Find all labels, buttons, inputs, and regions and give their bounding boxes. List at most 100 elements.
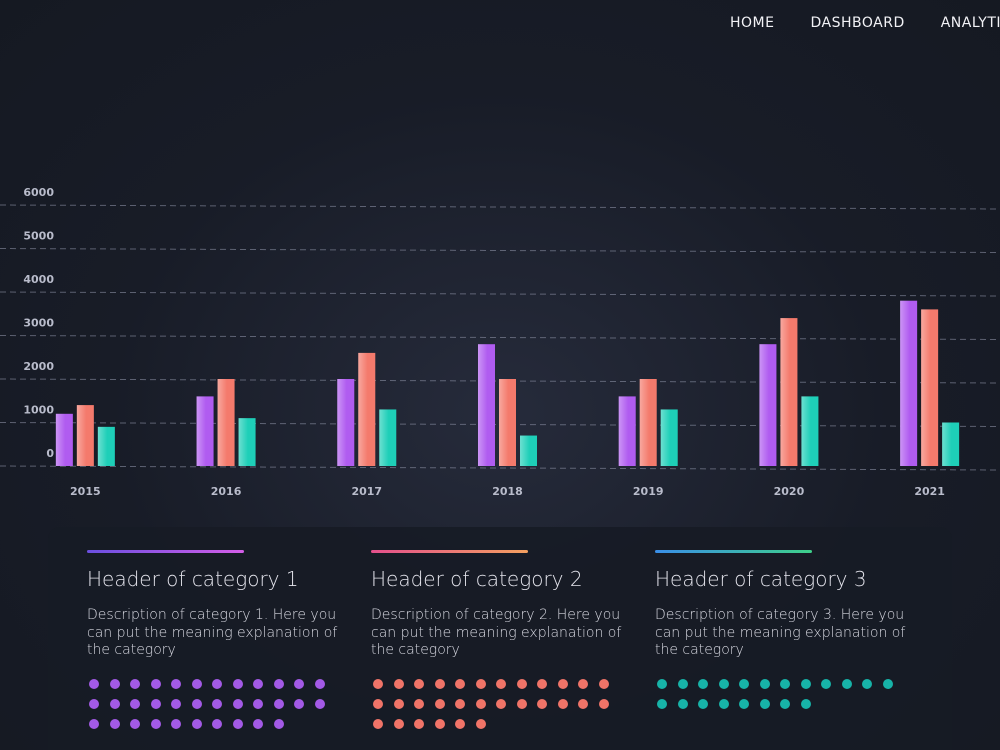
dot bbox=[496, 699, 506, 709]
dot bbox=[109, 679, 120, 689]
dot bbox=[557, 699, 568, 709]
bar-shine bbox=[55, 413, 66, 466]
dot bbox=[657, 679, 667, 689]
dot bbox=[314, 699, 325, 709]
bar-shine bbox=[660, 409, 671, 466]
dot bbox=[212, 679, 222, 689]
dot bbox=[759, 679, 770, 689]
dot bbox=[191, 699, 202, 709]
dot bbox=[698, 679, 708, 689]
dot bbox=[455, 719, 465, 729]
x-tick-label: 2016 bbox=[211, 485, 242, 498]
dot bbox=[232, 679, 243, 689]
dot bbox=[130, 679, 140, 689]
dot bbox=[212, 699, 222, 709]
dot-row bbox=[657, 679, 907, 719]
card-title: Header of category 3 bbox=[655, 567, 867, 591]
dot bbox=[414, 699, 424, 709]
x-tick-label: 2019 bbox=[633, 485, 664, 498]
dot bbox=[578, 699, 588, 709]
dot bbox=[294, 679, 304, 689]
dot bbox=[150, 719, 161, 729]
dot bbox=[434, 719, 445, 729]
bar-shine bbox=[921, 309, 931, 466]
bar-shine bbox=[196, 396, 206, 466]
dot bbox=[677, 679, 688, 689]
dot bbox=[578, 679, 588, 689]
dot bbox=[89, 679, 99, 689]
accent-line bbox=[655, 550, 812, 553]
dot bbox=[496, 679, 506, 689]
dot bbox=[273, 719, 284, 729]
nav-link[interactable]: ANALYTICS bbox=[940, 15, 1000, 31]
dot bbox=[373, 699, 383, 709]
y-tick-label: 6000 bbox=[23, 186, 54, 199]
bar-shine bbox=[337, 379, 347, 466]
bar-shine bbox=[499, 379, 509, 466]
nav-link[interactable]: DASHBOARD bbox=[810, 15, 905, 31]
dot bbox=[150, 679, 161, 689]
bar-shine bbox=[97, 426, 108, 466]
category-panel: Header of category 1 Description of categ… bbox=[48, 527, 952, 750]
bar-shine bbox=[759, 344, 769, 466]
x-tick-label: 2015 bbox=[70, 485, 101, 498]
bar-shine bbox=[76, 405, 87, 466]
dot bbox=[191, 679, 202, 689]
dot bbox=[314, 679, 325, 689]
nav-link[interactable]: HOME bbox=[730, 15, 775, 31]
dot bbox=[821, 679, 831, 689]
dot bbox=[171, 679, 181, 689]
dot bbox=[677, 699, 688, 709]
dot bbox=[373, 679, 383, 689]
dot bbox=[434, 679, 445, 689]
bar-shine bbox=[358, 352, 368, 466]
x-tick-label: 2017 bbox=[351, 485, 382, 498]
accent-line bbox=[87, 550, 244, 553]
accent-line bbox=[371, 550, 528, 553]
dot bbox=[414, 719, 424, 729]
dot bbox=[800, 679, 811, 689]
dot bbox=[475, 719, 486, 729]
dot bbox=[89, 719, 99, 729]
dot bbox=[130, 719, 140, 729]
x-tick-label: 2020 bbox=[774, 485, 805, 498]
dot bbox=[232, 699, 243, 709]
dot bbox=[393, 679, 404, 689]
dot bbox=[89, 699, 99, 709]
dot bbox=[718, 679, 729, 689]
bar-shine bbox=[520, 435, 530, 466]
dot bbox=[598, 699, 609, 709]
dot bbox=[455, 679, 465, 689]
card-title: Header of category 2 bbox=[371, 567, 583, 591]
dot bbox=[414, 679, 424, 689]
y-tick-label: 4000 bbox=[23, 273, 54, 286]
bar-shine bbox=[942, 422, 952, 466]
y-tick-label: 3000 bbox=[23, 317, 54, 330]
dot bbox=[212, 719, 222, 729]
dot bbox=[862, 679, 872, 689]
chart: 0 1000 2000 3000 4000 5000 6000 2015 2016 2017 201… bbox=[0, 186, 1000, 498]
dot bbox=[557, 679, 568, 689]
dot bbox=[109, 699, 120, 709]
grid-line bbox=[0, 335, 1000, 340]
card-description: Description of category 2. Here you can … bbox=[371, 607, 622, 658]
dot bbox=[191, 719, 202, 729]
dot bbox=[780, 679, 790, 689]
dot bbox=[434, 699, 445, 709]
dot bbox=[780, 699, 790, 709]
grid-line bbox=[0, 204, 1000, 210]
dot-row bbox=[373, 679, 623, 739]
y-tick-label: 5000 bbox=[23, 230, 54, 243]
x-tick-label: 2018 bbox=[492, 485, 523, 498]
dot bbox=[253, 719, 263, 729]
dot bbox=[841, 679, 852, 689]
dot-row bbox=[89, 679, 339, 739]
dot bbox=[475, 699, 486, 709]
dot bbox=[475, 679, 486, 689]
bar-shine bbox=[217, 379, 227, 466]
dot bbox=[130, 699, 140, 709]
dot bbox=[598, 679, 609, 689]
dot bbox=[657, 699, 667, 709]
dot bbox=[273, 699, 284, 709]
